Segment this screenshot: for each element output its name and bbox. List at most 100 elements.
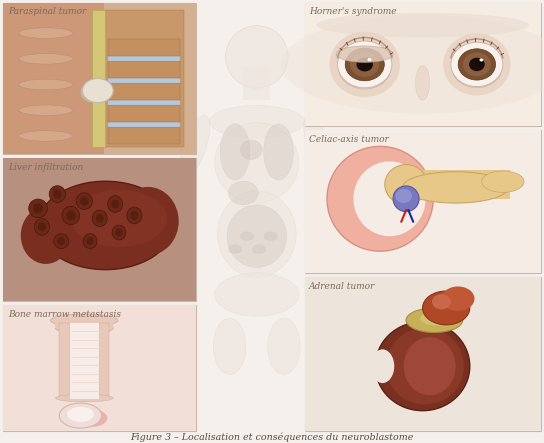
Ellipse shape (442, 287, 474, 311)
Ellipse shape (451, 42, 503, 86)
Text: Liver infiltration: Liver infiltration (8, 163, 83, 172)
Ellipse shape (393, 186, 419, 212)
Text: Bone marrow metastasis: Bone marrow metastasis (8, 310, 121, 319)
Ellipse shape (443, 33, 511, 95)
Ellipse shape (479, 58, 483, 62)
Ellipse shape (327, 146, 433, 251)
Bar (70, 323, 99, 399)
Ellipse shape (55, 394, 113, 402)
Ellipse shape (420, 312, 453, 326)
Ellipse shape (29, 199, 47, 218)
Ellipse shape (19, 131, 73, 141)
Ellipse shape (131, 211, 138, 220)
Bar (108, 105, 181, 121)
Bar (305, 130, 541, 273)
Ellipse shape (111, 199, 119, 209)
Bar (108, 83, 181, 100)
Ellipse shape (19, 79, 73, 90)
Ellipse shape (220, 124, 250, 180)
Bar (108, 100, 181, 105)
Bar (108, 127, 181, 144)
Ellipse shape (21, 207, 71, 264)
Ellipse shape (209, 105, 304, 138)
Ellipse shape (55, 322, 113, 334)
Ellipse shape (345, 48, 384, 81)
Ellipse shape (19, 28, 73, 39)
Ellipse shape (77, 409, 107, 427)
Bar (3, 3, 196, 154)
Ellipse shape (350, 52, 379, 77)
Ellipse shape (330, 31, 400, 97)
Ellipse shape (67, 407, 94, 422)
Bar (3, 159, 196, 301)
Bar (305, 130, 541, 273)
Ellipse shape (215, 123, 299, 203)
Ellipse shape (240, 140, 262, 159)
Bar (108, 62, 181, 78)
Ellipse shape (432, 294, 451, 310)
Ellipse shape (53, 190, 61, 198)
Ellipse shape (47, 187, 153, 230)
Bar (3, 305, 196, 431)
Ellipse shape (336, 46, 393, 62)
Ellipse shape (354, 161, 425, 236)
Ellipse shape (252, 245, 266, 253)
Ellipse shape (34, 218, 50, 235)
Ellipse shape (92, 210, 107, 227)
Ellipse shape (33, 203, 43, 214)
Ellipse shape (71, 190, 167, 247)
Ellipse shape (218, 191, 296, 277)
Ellipse shape (375, 322, 470, 411)
Ellipse shape (228, 181, 258, 205)
Text: Paraspinal tumor: Paraspinal tumor (8, 7, 86, 16)
Ellipse shape (38, 181, 173, 270)
Bar (3, 305, 196, 431)
Ellipse shape (54, 234, 69, 249)
Bar (99, 323, 109, 399)
Ellipse shape (117, 187, 178, 255)
Ellipse shape (49, 186, 65, 202)
Ellipse shape (463, 53, 491, 76)
Ellipse shape (406, 308, 463, 332)
Text: Horner's syndrome: Horner's syndrome (309, 7, 397, 16)
Ellipse shape (317, 13, 529, 37)
Ellipse shape (38, 222, 46, 231)
Ellipse shape (264, 232, 277, 241)
Bar (108, 39, 181, 56)
Ellipse shape (19, 54, 73, 64)
Bar (108, 78, 181, 83)
Ellipse shape (179, 115, 210, 180)
Text: Celiac-axis tumor: Celiac-axis tumor (309, 135, 388, 144)
Ellipse shape (81, 82, 107, 103)
Text: Adrenal tumor: Adrenal tumor (309, 282, 375, 291)
Bar (305, 277, 541, 431)
Ellipse shape (127, 207, 142, 224)
Ellipse shape (403, 172, 509, 203)
Ellipse shape (66, 210, 76, 221)
Bar (305, 277, 541, 431)
Ellipse shape (62, 206, 79, 225)
Ellipse shape (268, 319, 300, 374)
Ellipse shape (215, 273, 299, 316)
Bar (3, 159, 196, 301)
Bar (406, 170, 510, 199)
Ellipse shape (51, 314, 118, 326)
Ellipse shape (281, 15, 544, 114)
Bar (92, 11, 106, 147)
Ellipse shape (86, 237, 94, 245)
Ellipse shape (370, 350, 394, 383)
Ellipse shape (59, 403, 102, 428)
Ellipse shape (80, 197, 89, 206)
Bar (243, 66, 270, 100)
Ellipse shape (240, 232, 254, 241)
Bar (59, 323, 70, 399)
Bar (103, 11, 184, 147)
Ellipse shape (108, 196, 122, 212)
Bar (108, 121, 181, 127)
Ellipse shape (264, 124, 293, 180)
Ellipse shape (57, 237, 65, 245)
Ellipse shape (227, 205, 287, 268)
Bar (305, 3, 541, 126)
Bar (3, 3, 103, 154)
Ellipse shape (19, 105, 73, 116)
